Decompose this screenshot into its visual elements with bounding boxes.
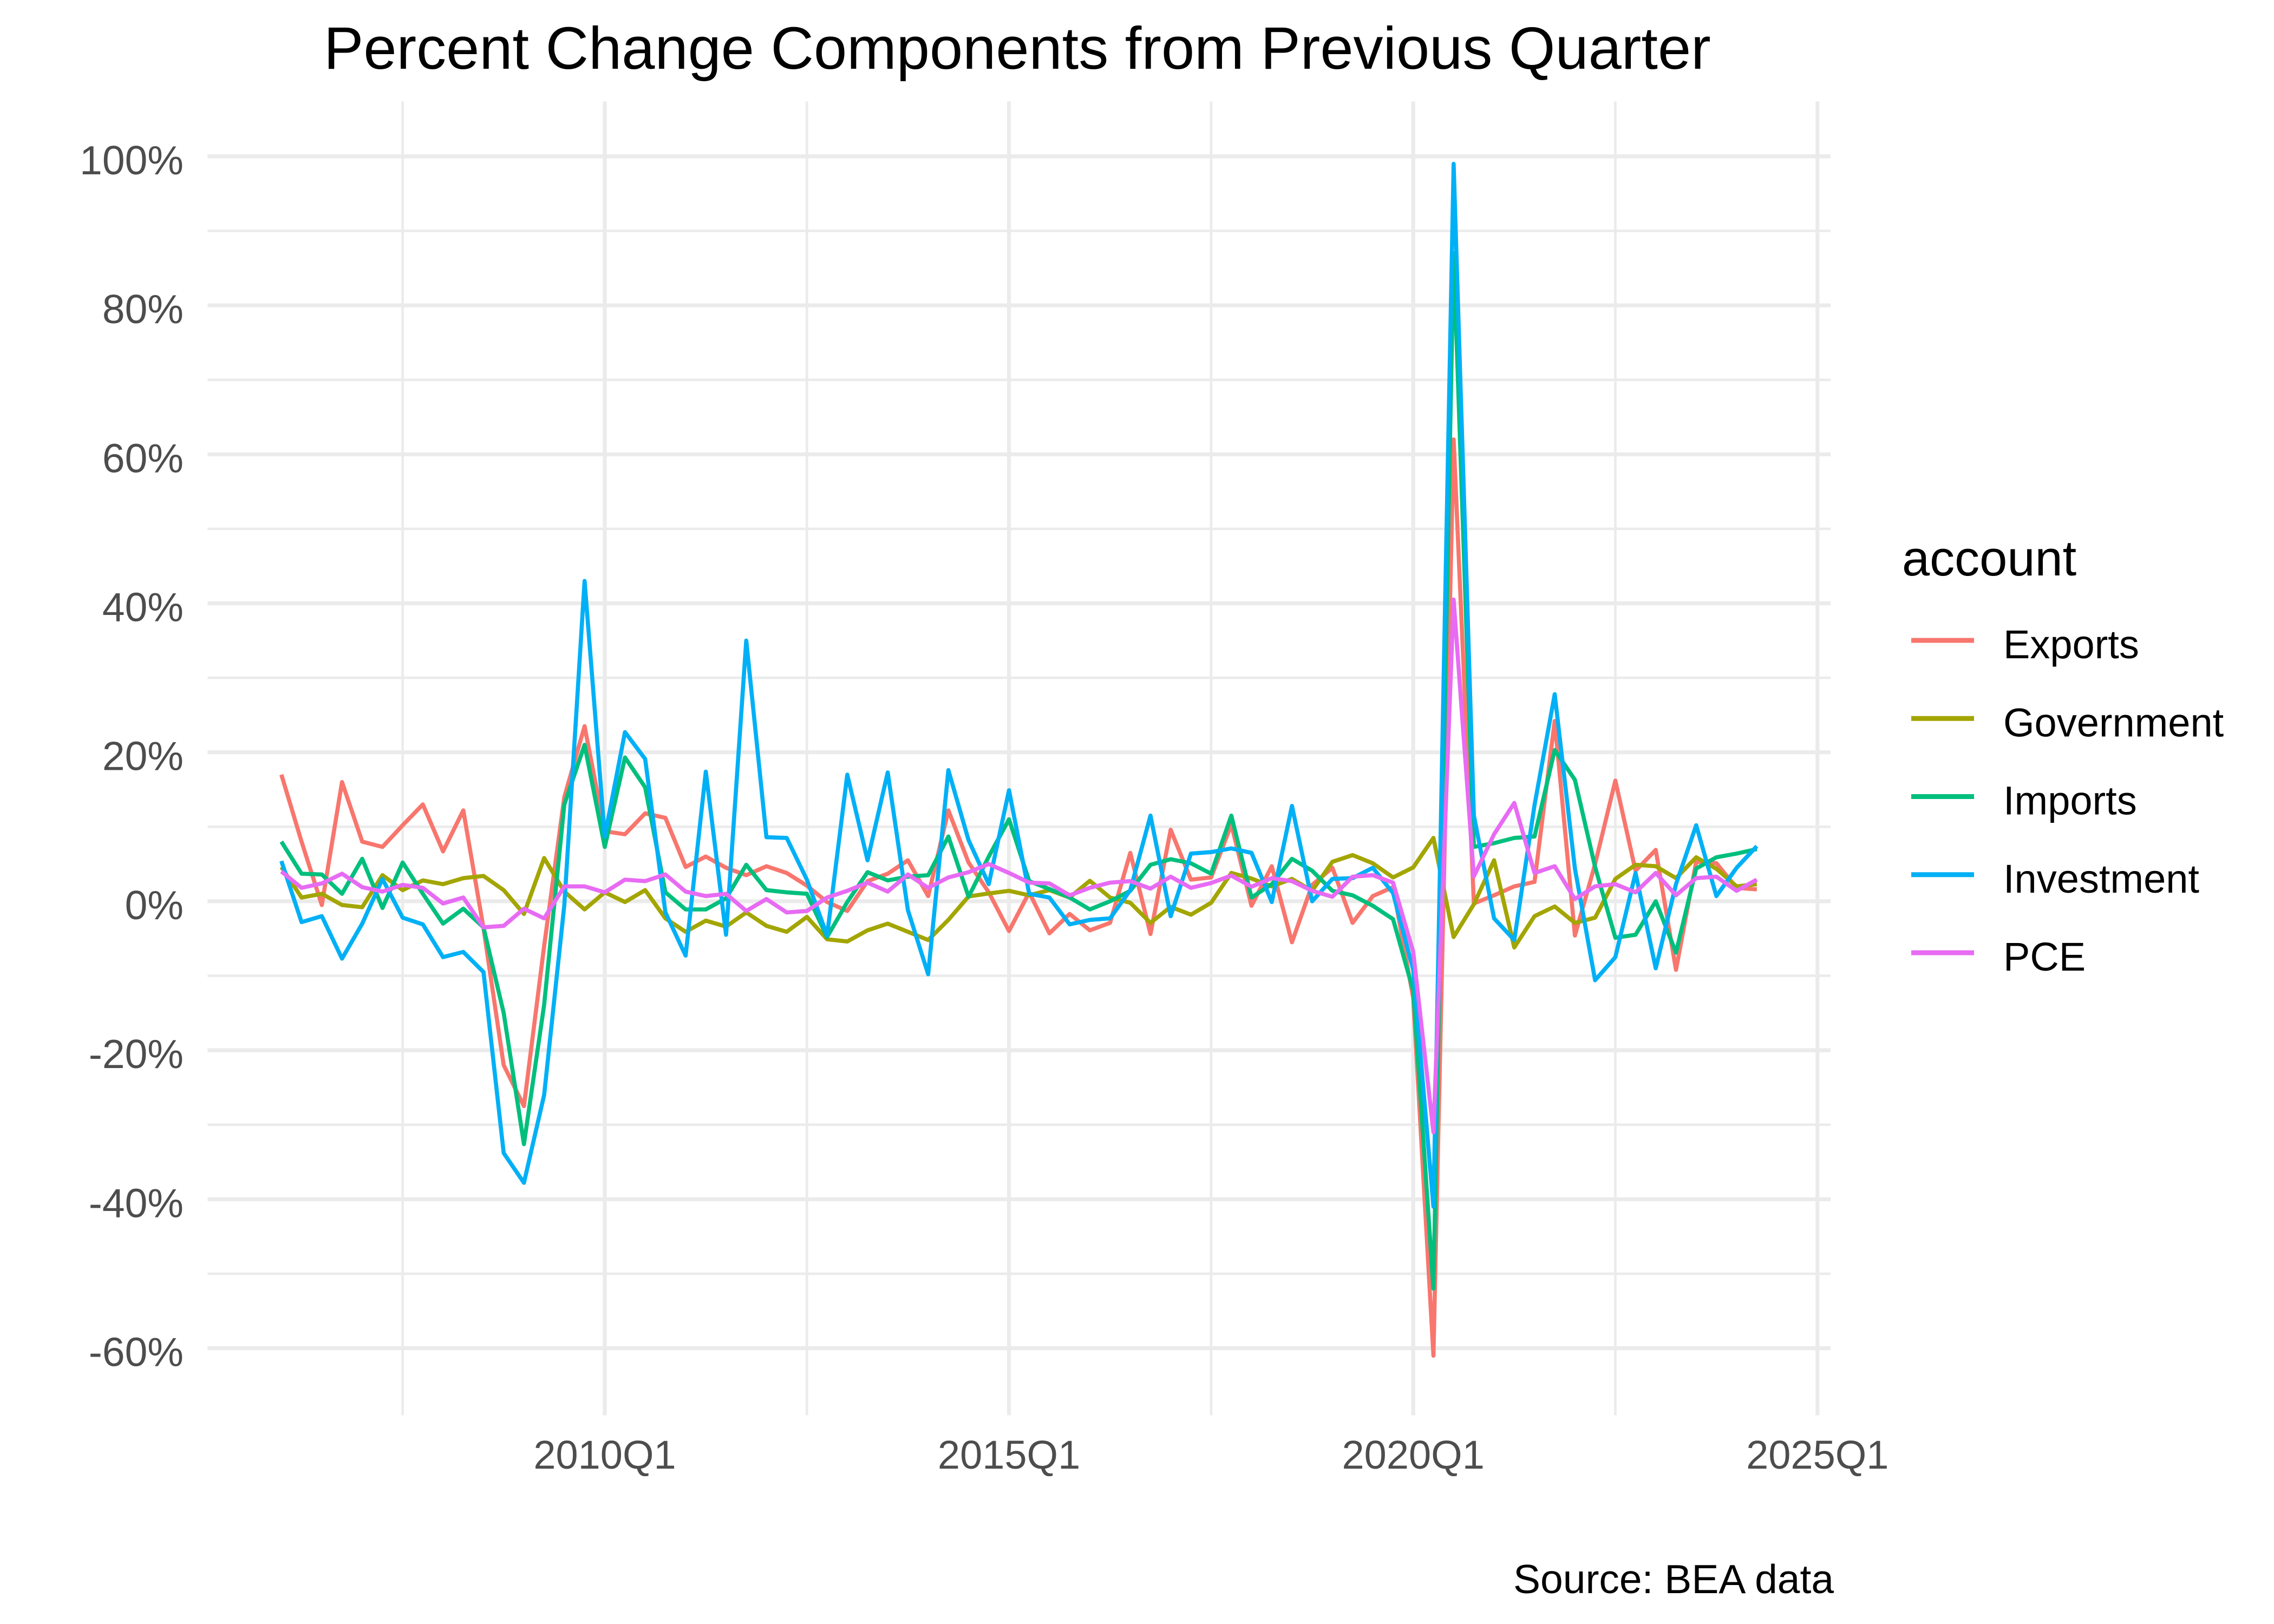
svg-text:0%: 0%: [125, 882, 184, 928]
svg-text:40%: 40%: [102, 585, 184, 630]
svg-text:Investment: Investment: [2003, 856, 2199, 901]
svg-text:Source: BEA data: Source: BEA data: [1513, 1556, 1834, 1602]
svg-text:2010Q1: 2010Q1: [533, 1432, 676, 1477]
svg-text:Percent Change Components from: Percent Change Components from Previous …: [324, 15, 1711, 82]
svg-text:20%: 20%: [102, 734, 184, 779]
svg-text:Imports: Imports: [2003, 778, 2137, 823]
svg-text:account: account: [1902, 531, 2076, 586]
svg-text:PCE: PCE: [2003, 934, 2086, 979]
svg-text:-40%: -40%: [89, 1180, 184, 1226]
svg-text:Exports: Exports: [2003, 622, 2139, 667]
svg-text:-20%: -20%: [89, 1031, 184, 1077]
svg-text:2015Q1: 2015Q1: [938, 1432, 1080, 1477]
svg-text:2025Q1: 2025Q1: [1746, 1432, 1889, 1477]
svg-text:-60%: -60%: [89, 1330, 184, 1375]
svg-text:2020Q1: 2020Q1: [1342, 1432, 1485, 1477]
svg-text:100%: 100%: [80, 137, 184, 183]
svg-text:Government: Government: [2003, 700, 2224, 745]
svg-text:60%: 60%: [102, 435, 184, 481]
svg-text:80%: 80%: [102, 286, 184, 332]
